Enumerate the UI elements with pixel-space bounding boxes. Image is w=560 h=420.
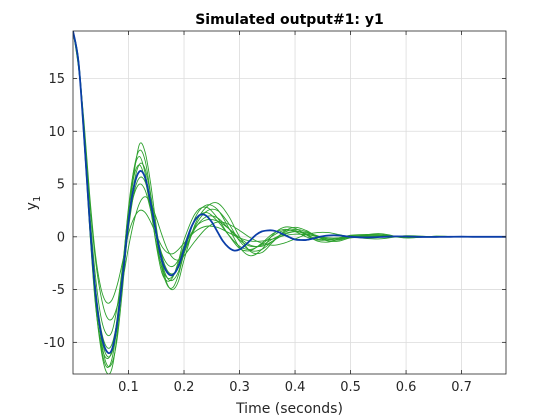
x-tick-label: 0.5 (340, 380, 361, 395)
x-axis-label: Time (seconds) (235, 401, 343, 417)
y-axis-label-subscript: 1 (32, 196, 43, 202)
sample-response-line-8 (73, 31, 506, 358)
y-tick-label: 15 (48, 72, 65, 87)
y-tick-label: 5 (57, 178, 65, 193)
x-tick-label: 0.3 (229, 380, 250, 395)
ticks: 0.1 0.2 0.3 0.4 0.5 0.6 0.7 -10 -5 0 5 10 15 (44, 31, 506, 395)
sample-response-line-4 (73, 31, 506, 321)
sample-response-line-2 (73, 31, 506, 368)
plot-lines (73, 31, 506, 374)
x-tick-label: 0.6 (396, 380, 417, 395)
nominal-response-line (73, 31, 506, 355)
y-axis-label-main: y (24, 202, 40, 210)
y-tick-label: 10 (48, 125, 65, 140)
x-tick-label: 0.2 (174, 380, 195, 395)
sample-response-line-7 (73, 31, 506, 368)
y-tick-label: -10 (44, 336, 65, 351)
sample-response-line-1 (73, 31, 506, 374)
sample-response-line-5 (73, 31, 506, 360)
x-tick-label: 0.1 (118, 380, 139, 395)
y-axis-label: y1 (24, 196, 43, 211)
x-tick-label: 0.7 (451, 380, 472, 395)
x-tick-label: 0.4 (285, 380, 306, 395)
grid (73, 31, 506, 374)
chart-title: Simulated output#1: y1 (195, 12, 384, 28)
sample-response-line-9 (73, 31, 506, 304)
y-tick-label: 0 (57, 230, 65, 245)
axes-box (72, 30, 507, 375)
y-tick-label: -5 (52, 283, 65, 298)
